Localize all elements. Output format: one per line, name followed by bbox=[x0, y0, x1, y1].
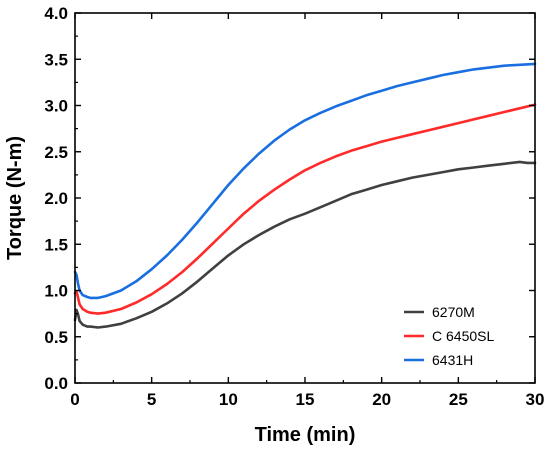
x-tick-label: 30 bbox=[526, 390, 545, 409]
series-line-1 bbox=[73, 103, 537, 315]
tick-layer: 0 5 10 15 20 25 30 0.0 0.5 1.0 1.5 2.0 2.5 3.0 3.5 4.0 bbox=[44, 4, 544, 409]
legend-label-1: C 6450SL bbox=[432, 328, 494, 344]
series-line-2 bbox=[73, 62, 537, 300]
legend: 6270M C 6450SL 6431H bbox=[404, 304, 494, 368]
y-tick-label: 3.0 bbox=[44, 97, 68, 116]
legend-label-2: 6431H bbox=[432, 352, 473, 368]
legend-label-0: 6270M bbox=[432, 304, 475, 320]
y-tick-label: 1.5 bbox=[44, 235, 68, 254]
x-tick-label: 25 bbox=[449, 390, 468, 409]
y-tick-label: 0.5 bbox=[44, 328, 68, 347]
x-axis-title: Time (min) bbox=[255, 424, 356, 446]
y-tick-label: 1.0 bbox=[44, 282, 68, 301]
x-tick-label: 5 bbox=[147, 390, 156, 409]
y-tick-label: 0.0 bbox=[44, 374, 68, 393]
series-line-0 bbox=[73, 160, 537, 329]
x-tick-label: 20 bbox=[372, 390, 391, 409]
x-tick-label: 10 bbox=[219, 390, 238, 409]
y-axis-title: Torque (N-m) bbox=[4, 136, 26, 260]
y-tick-label: 3.5 bbox=[44, 50, 68, 69]
x-tick-label: 0 bbox=[70, 390, 79, 409]
plot-area bbox=[73, 62, 537, 329]
y-tick-label: 2.5 bbox=[44, 143, 68, 162]
y-tick-label: 2.0 bbox=[44, 189, 68, 208]
x-tick-label: 15 bbox=[296, 390, 315, 409]
y-tick-label: 4.0 bbox=[44, 4, 68, 23]
